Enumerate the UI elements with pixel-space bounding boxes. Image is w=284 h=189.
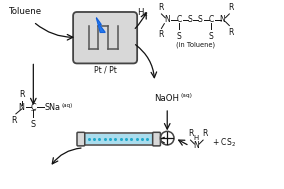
- Text: N: N: [164, 15, 170, 24]
- Text: R: R: [159, 30, 164, 40]
- Text: R: R: [159, 3, 164, 12]
- Text: N: N: [220, 15, 225, 24]
- Text: C: C: [30, 103, 36, 112]
- FancyBboxPatch shape: [73, 12, 137, 64]
- Text: (aq): (aq): [61, 103, 73, 108]
- Text: S: S: [176, 32, 181, 41]
- Polygon shape: [96, 18, 105, 32]
- Text: R: R: [202, 129, 208, 138]
- Text: H: H: [193, 135, 199, 141]
- Text: (in Toluene): (in Toluene): [176, 41, 215, 48]
- FancyBboxPatch shape: [153, 132, 160, 146]
- Text: C: C: [176, 15, 181, 24]
- Text: S: S: [208, 32, 213, 41]
- Text: R: R: [229, 3, 234, 12]
- Text: S: S: [198, 15, 202, 24]
- Text: R: R: [229, 28, 234, 36]
- Text: S: S: [31, 120, 36, 129]
- Text: SNa: SNa: [45, 103, 61, 112]
- Text: R: R: [188, 129, 193, 138]
- Text: NaOH: NaOH: [154, 94, 179, 103]
- FancyBboxPatch shape: [77, 132, 85, 146]
- FancyBboxPatch shape: [85, 134, 153, 144]
- Text: (aq): (aq): [181, 93, 193, 98]
- Text: Toluene: Toluene: [9, 7, 42, 16]
- Text: C: C: [208, 15, 214, 24]
- Text: R: R: [11, 116, 17, 125]
- FancyBboxPatch shape: [84, 133, 154, 145]
- Text: S: S: [187, 15, 192, 24]
- Text: N: N: [19, 103, 25, 112]
- Text: + CS$_2$: + CS$_2$: [212, 137, 236, 149]
- Text: Pt / Pt: Pt / Pt: [94, 65, 116, 74]
- Text: N: N: [193, 141, 199, 150]
- Text: R: R: [19, 90, 24, 99]
- Text: H$_2$: H$_2$: [137, 6, 149, 19]
